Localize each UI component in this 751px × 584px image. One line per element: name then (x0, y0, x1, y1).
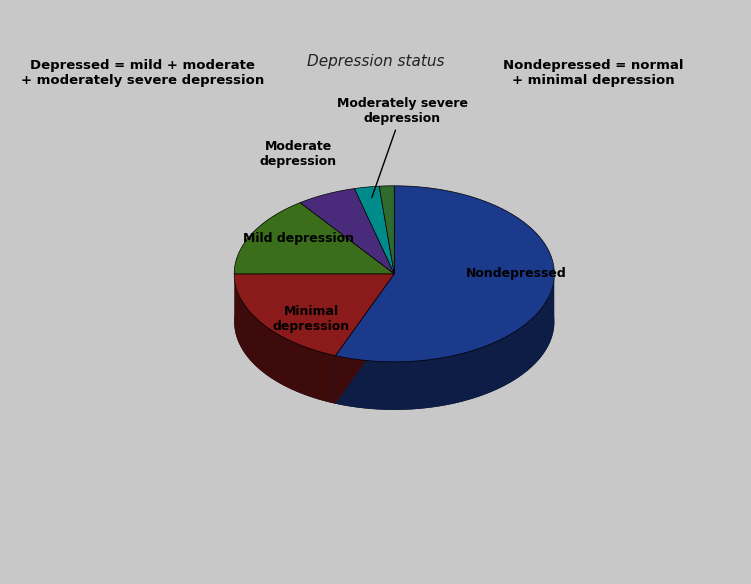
Text: Depressed = mild + moderate
+ moderately severe depression: Depressed = mild + moderate + moderately… (21, 59, 264, 87)
Polygon shape (234, 203, 394, 274)
Polygon shape (300, 189, 394, 274)
Text: Moderately severe
depression: Moderately severe depression (336, 97, 468, 197)
Text: Depression status: Depression status (306, 54, 445, 69)
Text: Nondepressed: Nondepressed (466, 267, 567, 280)
Polygon shape (234, 275, 336, 404)
Polygon shape (354, 186, 394, 274)
Text: Nondepressed = normal
+ minimal depression: Nondepressed = normal + minimal depressi… (503, 59, 683, 87)
Polygon shape (336, 276, 554, 410)
Polygon shape (336, 186, 554, 362)
Polygon shape (379, 186, 394, 274)
Polygon shape (336, 274, 394, 404)
Polygon shape (234, 274, 394, 356)
Text: Moderate
depression: Moderate depression (260, 140, 336, 168)
Polygon shape (234, 234, 554, 410)
Polygon shape (336, 274, 394, 404)
Text: Minimal
depression: Minimal depression (273, 305, 350, 333)
Text: Mild depression: Mild depression (243, 232, 354, 245)
